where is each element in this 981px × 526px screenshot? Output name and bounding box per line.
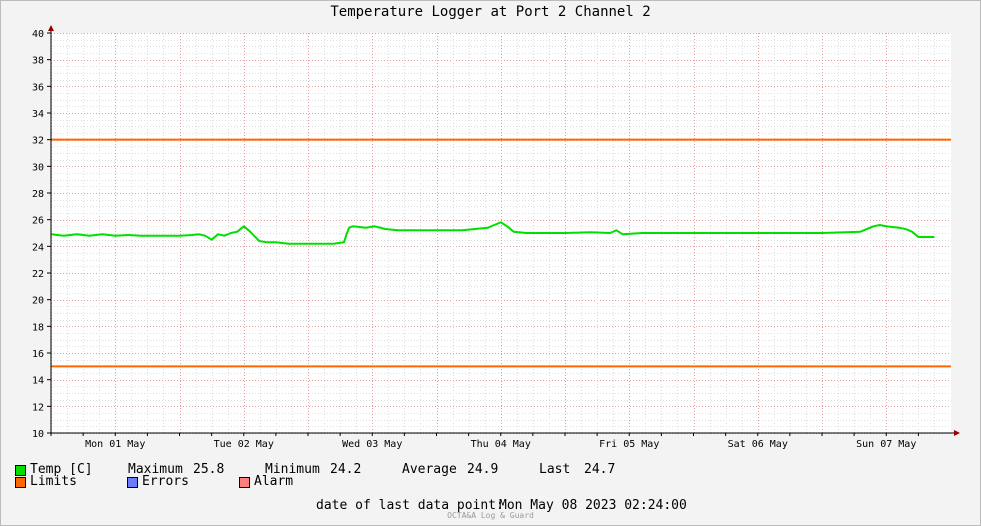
x-tick-label: Sun 07 May (856, 439, 916, 450)
y-tick-label: 28 (32, 189, 44, 200)
temperature-line (50, 221, 935, 245)
maximum-value: 25.8 (193, 462, 225, 477)
limits-legend-label: Limits (30, 474, 77, 489)
y-tick-label: 40 (32, 29, 44, 40)
alarm-legend-label: Alarm (254, 474, 294, 489)
y-tick-label: 38 (32, 56, 44, 67)
errors-legend-label: Errors (142, 474, 189, 489)
average-label: Average (402, 462, 457, 477)
x-axis-ticks: Mon 01 May Tue 02 May Wed 03 May Thu 04 May… (50, 433, 919, 450)
limits-legend-swatch (15, 477, 26, 488)
x-axis-arrow (954, 430, 960, 436)
y-axis-arrow (48, 25, 54, 31)
y-tick-label: 22 (32, 269, 44, 280)
axes (48, 25, 960, 436)
alarm-legend-swatch (239, 477, 250, 488)
last-data-point-label: date of last data point: (316, 498, 504, 513)
last-data-point-value: Mon May 08 2023 02:24:00 (499, 498, 687, 513)
x-tick-label: Tue 02 May (214, 439, 274, 450)
x-tick-label: Sat 06 May (728, 439, 788, 450)
y-tick-label: 32 (32, 136, 44, 147)
limit-lines (51, 138, 951, 368)
chart-title: Temperature Logger at Port 2 Channel 2 (330, 4, 651, 20)
average-value: 24.9 (467, 462, 499, 477)
last-value: 24.7 (584, 462, 616, 477)
y-tick-label: 30 (32, 162, 44, 173)
errors-legend-swatch (127, 477, 138, 488)
y-tick-label: 20 (32, 296, 44, 307)
y-tick-label: 18 (32, 322, 44, 333)
y-tick-label: 26 (32, 216, 44, 227)
y-tick-label: 10 (32, 429, 44, 440)
maximum-label: Maximum (128, 462, 183, 477)
temperature-series (50, 221, 935, 245)
temp-legend-label: Temp [C] (30, 462, 93, 477)
x-tick-label: Wed 03 May (342, 439, 402, 450)
y-tick-label: 24 (32, 242, 44, 253)
x-tick-label: Fri 05 May (599, 439, 659, 450)
y-tick-label: 36 (32, 82, 44, 93)
y-tick-label: 34 (32, 109, 44, 120)
credit-text: OCTA&A Log & Guard (447, 511, 534, 520)
y-tick-label: 16 (32, 349, 44, 360)
y-tick-label: 12 (32, 402, 44, 413)
y-axis-ticks: 10 12 14 16 18 20 22 24 26 28 30 32 34 36 38 40 (32, 29, 51, 440)
y-tick-label: 14 (32, 376, 44, 387)
minimum-label: Minimum (265, 462, 320, 477)
temp-legend-swatch (15, 465, 26, 476)
minimum-value: 24.2 (330, 462, 362, 477)
x-tick-label: Mon 01 May (85, 439, 145, 450)
last-label: Last (539, 462, 571, 477)
x-tick-label: Thu 04 May (471, 439, 531, 450)
